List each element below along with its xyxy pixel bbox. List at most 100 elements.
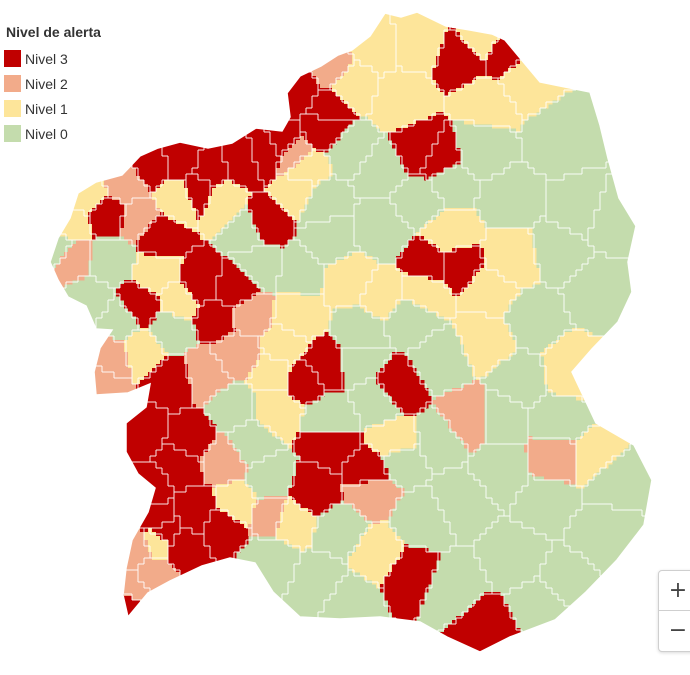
municipality-cell [268, 52, 273, 57]
municipality-cell [464, 48, 469, 53]
municipality-cell [264, 32, 269, 37]
municipality-cell [428, 88, 433, 93]
municipality-cell [636, 36, 641, 41]
municipality-cell [532, 24, 537, 29]
municipality-cell [436, 116, 441, 121]
municipality-cell [384, 108, 389, 113]
municipality-cell [352, 80, 357, 85]
municipality-cell [172, 4, 177, 9]
municipality-cell [104, 120, 109, 125]
municipality-cell [280, 88, 285, 93]
municipality-cell [524, 76, 529, 81]
municipality-cell [408, 4, 413, 9]
municipality-cell [180, 92, 185, 97]
municipality-cell [268, 48, 273, 53]
municipality-cell [172, 52, 177, 57]
municipality-cell [160, 96, 165, 101]
municipality-cell [248, 16, 253, 21]
municipality-cell [496, 84, 501, 89]
municipality-cell [144, 12, 149, 17]
municipality-cell [112, 20, 117, 25]
municipality-cell [8, 0, 13, 5]
municipality-cell [632, 12, 637, 17]
municipality-cell [224, 44, 229, 49]
municipality-cell [416, 84, 421, 89]
municipality-cell [408, 16, 413, 21]
municipality-cell [200, 76, 205, 81]
municipality-cell [180, 32, 185, 37]
municipality-cell [360, 44, 365, 49]
municipality-cell [200, 28, 205, 33]
municipality-cell [304, 120, 309, 125]
municipality-cell [408, 48, 413, 53]
municipality-cell [248, 68, 253, 73]
municipality-cell [252, 64, 257, 69]
municipality-cell [252, 40, 257, 45]
municipality-cell [116, 104, 121, 109]
municipality-cell [408, 36, 413, 41]
municipality-cell [208, 116, 213, 121]
municipality-cell [136, 40, 141, 45]
municipality-cell [432, 80, 437, 85]
municipality-cell [404, 96, 409, 101]
municipality-cell [432, 116, 437, 121]
municipality-cell [508, 32, 513, 37]
municipality-cell [536, 68, 541, 73]
municipality-cell [416, 124, 421, 129]
municipality-cell [332, 16, 337, 21]
municipality-cell [540, 0, 545, 5]
municipality-cell [196, 128, 201, 133]
municipality-cell [104, 72, 109, 77]
municipality-cell [412, 52, 417, 57]
municipality-cell [292, 68, 297, 73]
municipality-cell [648, 28, 652, 33]
municipality-cell [384, 36, 389, 41]
municipality-cell [160, 12, 165, 17]
municipality-cell [480, 48, 485, 53]
municipality-cell [420, 128, 425, 133]
municipality-cell [552, 4, 557, 9]
municipality-cell [624, 48, 629, 53]
municipality-cell [316, 56, 321, 61]
municipality-cell [324, 104, 329, 109]
municipality-cell [148, 32, 153, 37]
municipality-cell [636, 28, 641, 33]
municipality-cell [256, 80, 261, 85]
municipality-cell [428, 120, 433, 125]
municipality-cell [476, 100, 481, 105]
municipality-cell [336, 96, 341, 101]
municipality-cell [416, 0, 421, 5]
municipality-cell [308, 128, 313, 133]
municipality-cell [408, 20, 413, 25]
municipality-cell [468, 52, 473, 57]
municipality-cell [496, 20, 501, 25]
municipality-cell [12, 12, 17, 17]
municipality-cell [376, 56, 381, 61]
municipality-cell [536, 40, 541, 45]
municipality-cell [200, 20, 205, 25]
municipality-cell [268, 92, 273, 97]
municipality-cell [260, 40, 265, 45]
municipality-cell [292, 72, 297, 77]
municipality-cell [168, 20, 173, 25]
municipality-cell [108, 0, 113, 5]
municipality-cell [504, 112, 509, 117]
municipality-cell [196, 120, 201, 125]
municipality-cell [548, 76, 553, 81]
municipality-cell [324, 12, 329, 13]
municipality-cell [276, 0, 281, 5]
municipality-cell [600, 48, 605, 53]
municipality-cell [312, 88, 317, 93]
municipality-cell [164, 84, 169, 89]
municipality-cell [248, 104, 253, 109]
municipality-cell [180, 36, 185, 41]
municipality-cell [488, 28, 493, 33]
municipality-cell [348, 36, 353, 41]
municipality-cell [212, 28, 217, 33]
municipality-cell [216, 12, 221, 17]
municipality-cell [160, 16, 165, 21]
municipality-cell [456, 36, 461, 41]
municipality-cell [424, 128, 429, 133]
municipality-cell [272, 56, 277, 61]
